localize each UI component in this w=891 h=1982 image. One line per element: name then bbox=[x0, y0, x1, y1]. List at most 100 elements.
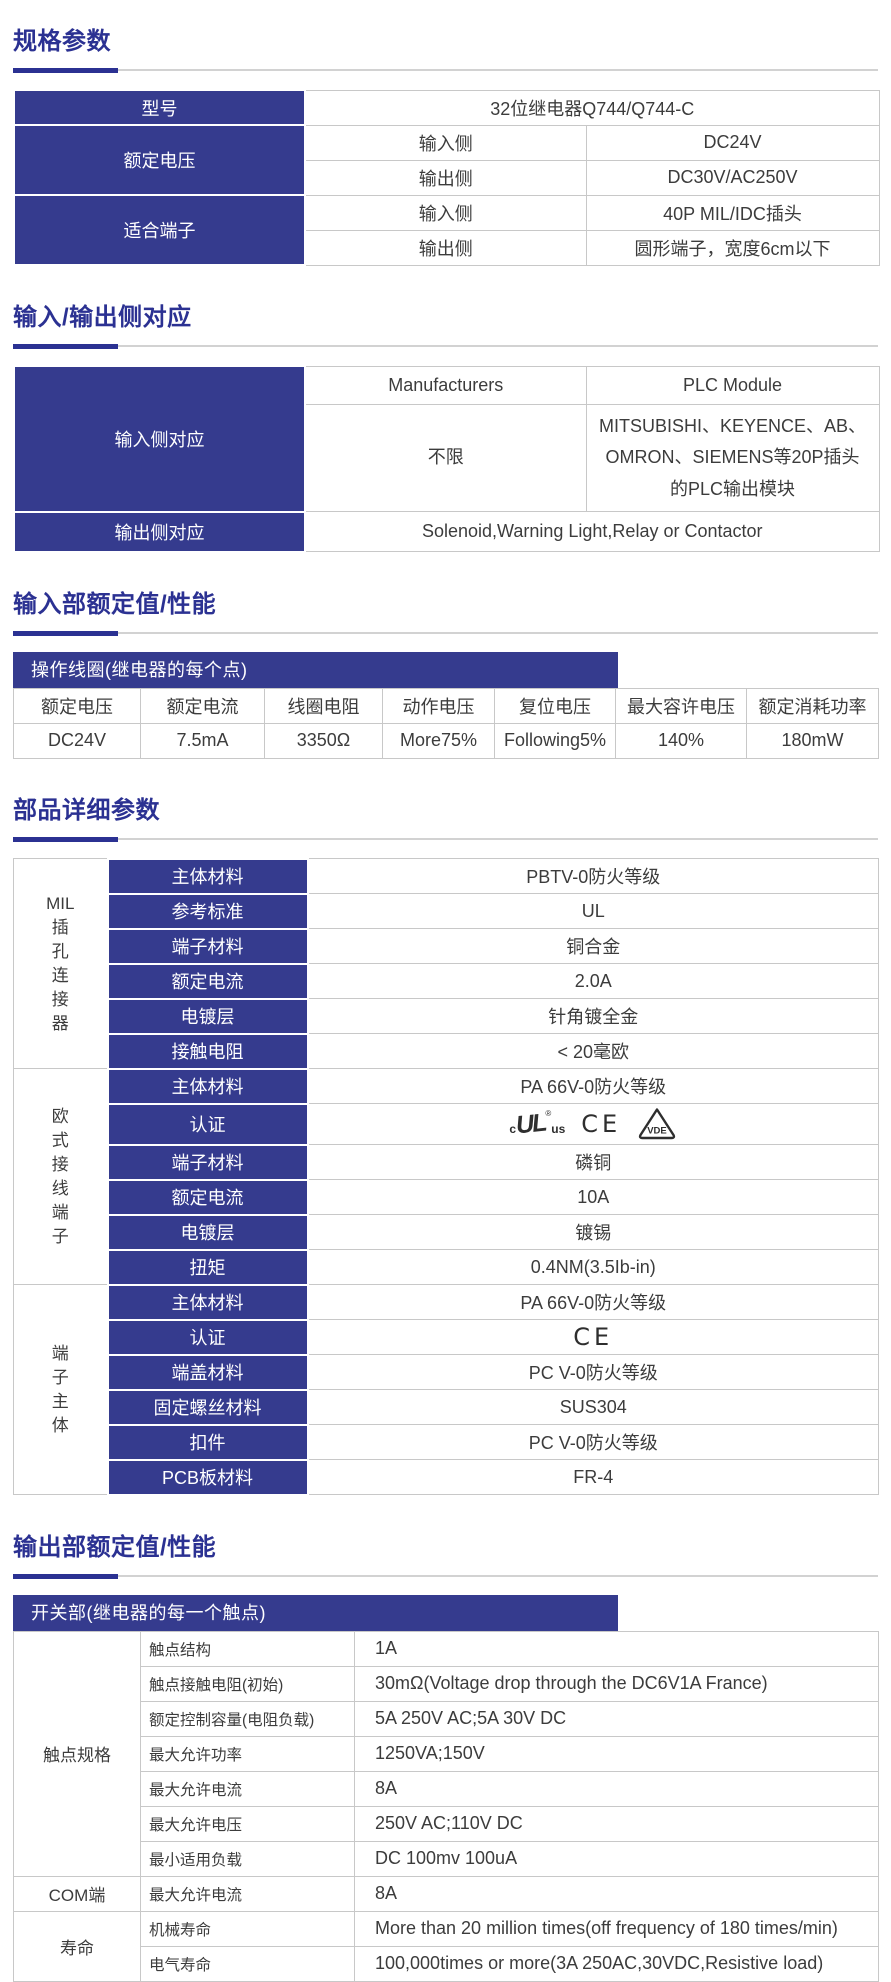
spec-voltage-label: 额定电压 bbox=[13, 124, 306, 196]
table-row: 额定电压 输入侧 DC24V bbox=[13, 124, 880, 196]
rule-gray-line bbox=[13, 631, 878, 634]
parts-row-label: 电镀层 bbox=[106, 1213, 309, 1251]
table-row: 输出侧 圆形端子，宽度6cm以下 bbox=[14, 229, 880, 266]
switch-group-contact-label: 触点规格 bbox=[13, 1630, 141, 1877]
parts-cert-row-value: c UL ® us CE VDE bbox=[307, 1103, 879, 1145]
coil-header-cell: 额定消耗功率 bbox=[746, 687, 879, 724]
table-row: 输出侧对应 Solenoid,Warning Light,Relay or Co… bbox=[13, 510, 880, 553]
parts-row-value: FR-4 bbox=[307, 1459, 879, 1495]
table-row: 固定螺丝材料 SUS304 bbox=[14, 1388, 879, 1426]
coil-header-cell: 额定电流 bbox=[140, 687, 265, 724]
section-title-io: 输入/输出侧对应 bbox=[13, 304, 192, 331]
spec-voltage-output-side: 输出侧 bbox=[304, 159, 587, 196]
switch-row-value: 250V AC;110V DC bbox=[354, 1805, 879, 1842]
parts-row-label: 认证 bbox=[106, 1318, 309, 1356]
coil-value-cell: Following5% bbox=[494, 722, 616, 759]
parts-table: MIL 插 孔 连 接 器 主体材料 PBTV-0防火等级 参考标准 UL 端子… bbox=[13, 857, 879, 1496]
table-row: 扭矩 0.4NM(3.5Ib-in) bbox=[14, 1248, 879, 1286]
title-rule bbox=[13, 344, 878, 349]
parts-row-value: PC V-0防火等级 bbox=[307, 1354, 879, 1390]
coil-value-cell: 3350Ω bbox=[264, 722, 383, 759]
switch-row-label: 最大允许电流 bbox=[140, 1875, 355, 1912]
table-row: 不限 MITSUBISHI、KEYENCE、AB、OMRON、SIEMENS等2… bbox=[14, 403, 880, 512]
parts-row-value: 2.0A bbox=[307, 963, 879, 999]
coil-header-cell: 额定电压 bbox=[13, 687, 141, 724]
parts-row-value: SUS304 bbox=[307, 1389, 879, 1425]
table-row: 触点接触电阻(初始) 30mΩ(Voltage drop through the… bbox=[14, 1665, 879, 1702]
coil-header-cell: 线圈电阻 bbox=[264, 687, 383, 724]
table-row: 电气寿命 100,000times or more(3A 250AC,30VDC… bbox=[14, 1945, 879, 1982]
spec-voltage-output-value: DC30V/AC250V bbox=[585, 159, 880, 196]
coil-value-cell: 7.5mA bbox=[140, 722, 265, 759]
parts-row-label: 额定电流 bbox=[106, 962, 309, 1000]
table-row: 额定电流 2.0A bbox=[14, 962, 879, 1000]
switch-row-label: 额定控制容量(电阻负载) bbox=[140, 1700, 355, 1737]
rule-gray-line bbox=[13, 345, 878, 347]
parts-row-label: 接触电阻 bbox=[106, 1032, 309, 1070]
ce-cert-icon: CE bbox=[573, 1323, 614, 1351]
switch-row-value: More than 20 million times(off frequency… bbox=[354, 1910, 879, 1947]
table-row: 端 子 主 体 主体材料 PA 66V-0防火等级 bbox=[13, 1283, 879, 1495]
parts-row-label: 固定螺丝材料 bbox=[106, 1388, 309, 1426]
parts-row-label: 端子材料 bbox=[106, 927, 309, 965]
culus-ul-text: UL bbox=[514, 1108, 547, 1139]
table-row: 寿命 机械寿命 More than 20 million times(off f… bbox=[13, 1910, 879, 1982]
parts-row-value: UL bbox=[307, 893, 879, 929]
section-title-input-rated: 输入部额定值/性能 bbox=[13, 590, 217, 618]
parts-row-value: 0.4NM(3.5Ib-in) bbox=[307, 1249, 879, 1285]
parts-row-label: 额定电流 bbox=[106, 1178, 309, 1216]
parts-row-label: 端盖材料 bbox=[106, 1353, 309, 1391]
table-row: 最大允许电压 250V AC;110V DC bbox=[14, 1805, 879, 1842]
spec-model-value: 32位继电器Q744/Q744-C bbox=[304, 89, 880, 126]
table-row: 最大允许功率 1250VA;150V bbox=[14, 1735, 879, 1772]
switch-row-value: 1250VA;150V bbox=[354, 1735, 879, 1772]
spec-terminal-output-side: 输出侧 bbox=[304, 229, 587, 266]
title-rule bbox=[13, 68, 878, 73]
vde-text: VDE bbox=[647, 1126, 667, 1137]
switch-row-label: 最大允许电压 bbox=[140, 1805, 355, 1842]
parts-row-label: 扣件 bbox=[106, 1423, 309, 1461]
parts-row-label: 电镀层 bbox=[106, 997, 309, 1035]
parts-row-value: PBTV-0防火等级 bbox=[307, 858, 879, 894]
spec-terminal-input-side: 输入侧 bbox=[304, 194, 587, 231]
io-mapping-table: 输入侧对应 Manufacturers PLC Module 不限 MITSUB… bbox=[13, 365, 880, 553]
spec-terminal-label: 适合端子 bbox=[13, 194, 306, 266]
section-specs: 规格参数 型号 32位继电器Q744/Q744-C 额定电压 输入侧 DC24V… bbox=[13, 28, 880, 266]
rule-gray-line bbox=[13, 69, 878, 71]
spec-voltage-input-side: 输入侧 bbox=[304, 124, 587, 161]
certification-logos: c UL ® us CE VDE bbox=[317, 1107, 871, 1141]
table-row: 输入侧对应 Manufacturers PLC Module bbox=[13, 365, 880, 513]
table-row: 扣件 PC V-0防火等级 bbox=[14, 1423, 879, 1461]
parts-row-value: 镀锡 bbox=[307, 1214, 879, 1250]
parts-row-value: PA 66V-0防火等级 bbox=[307, 1068, 879, 1104]
parts-group-body-label: 端 子 主 体 bbox=[13, 1284, 108, 1495]
rule-gray-line bbox=[13, 837, 878, 840]
table-row: 最大允许电流 8A bbox=[14, 1770, 879, 1807]
switch-row-label: 触点接触电阻(初始) bbox=[140, 1665, 355, 1702]
table-row: 最小适用负载 DC 100mv 100uA bbox=[14, 1840, 879, 1877]
title-rule bbox=[13, 836, 878, 842]
coil-header-cell: 最大容许电压 bbox=[615, 687, 747, 724]
coil-value-cell: 180mW bbox=[746, 722, 879, 759]
rule-accent-segment bbox=[13, 836, 118, 842]
table-row: 电镀层 镀锡 bbox=[14, 1213, 879, 1251]
switch-group-life-label: 寿命 bbox=[13, 1910, 141, 1982]
switch-row-value: 30mΩ(Voltage drop through the DC6V1A Fra… bbox=[354, 1665, 879, 1702]
parts-row-value: 针角镀全金 bbox=[307, 998, 879, 1034]
coil-header-cell: 复位电压 bbox=[494, 687, 616, 724]
table-row: 额定电流 10A bbox=[14, 1178, 879, 1216]
spec-table: 型号 32位继电器Q744/Q744-C 额定电压 输入侧 DC24V 输出侧 … bbox=[13, 89, 880, 266]
switch-row-label: 最大允许电流 bbox=[140, 1770, 355, 1807]
culus-registered-mark: ® bbox=[545, 1108, 552, 1118]
table-row: 额定控制容量(电阻负载) 5A 250V AC;5A 30V DC bbox=[14, 1700, 879, 1737]
parts-row-label: 端子材料 bbox=[106, 1143, 309, 1181]
rule-gray-line bbox=[13, 1574, 878, 1577]
io-col-plc: PLC Module bbox=[585, 365, 880, 405]
table-header-row: 额定电压 额定电流 线圈电阻 动作电压 复位电压 最大容许电压 额定消耗功率 bbox=[13, 687, 879, 724]
table-row: 端子材料 磷铜 bbox=[14, 1143, 879, 1181]
switch-row-label: 机械寿命 bbox=[140, 1910, 355, 1947]
culus-us-text: us bbox=[551, 1121, 566, 1136]
table-row: DC24V 7.5mA 3350Ω More75% Following5% 14… bbox=[13, 722, 879, 759]
title-rule bbox=[13, 1573, 878, 1579]
table-row: 输出侧 DC30V/AC250V bbox=[14, 159, 880, 196]
